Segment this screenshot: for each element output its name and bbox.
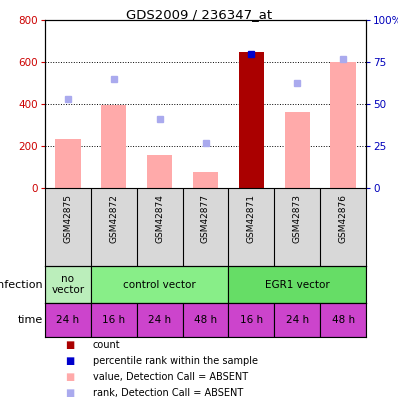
Bar <box>193 172 218 188</box>
Text: GSM42877: GSM42877 <box>201 194 210 243</box>
Bar <box>147 155 172 188</box>
Bar <box>239 52 264 188</box>
Text: EGR1 vector: EGR1 vector <box>265 279 330 290</box>
Text: 24 h: 24 h <box>286 315 309 325</box>
Text: GSM42871: GSM42871 <box>247 194 256 243</box>
Text: 48 h: 48 h <box>194 315 217 325</box>
Text: ■: ■ <box>65 340 74 350</box>
Text: 16 h: 16 h <box>102 315 125 325</box>
Bar <box>183 303 228 337</box>
Text: infection: infection <box>0 279 43 290</box>
Bar <box>330 62 356 188</box>
Bar <box>55 139 80 188</box>
Text: control vector: control vector <box>123 279 196 290</box>
Text: 48 h: 48 h <box>332 315 355 325</box>
Bar <box>320 303 366 337</box>
Text: count: count <box>93 340 120 350</box>
Text: value, Detection Call = ABSENT: value, Detection Call = ABSENT <box>93 372 248 382</box>
Text: percentile rank within the sample: percentile rank within the sample <box>93 356 258 366</box>
Text: ■: ■ <box>65 388 74 398</box>
Text: GSM42874: GSM42874 <box>155 194 164 243</box>
Bar <box>91 266 228 303</box>
Bar <box>274 303 320 337</box>
Text: 24 h: 24 h <box>148 315 171 325</box>
Text: ■: ■ <box>65 372 74 382</box>
Bar <box>45 266 91 303</box>
Text: 16 h: 16 h <box>240 315 263 325</box>
Bar <box>101 105 127 188</box>
Text: GSM42873: GSM42873 <box>293 194 302 243</box>
Bar <box>91 303 137 337</box>
Text: ■: ■ <box>65 356 74 366</box>
Bar <box>228 303 274 337</box>
Bar <box>228 266 366 303</box>
Text: time: time <box>18 315 43 325</box>
Bar <box>45 303 91 337</box>
Bar <box>285 112 310 188</box>
Text: GSM42876: GSM42876 <box>339 194 347 243</box>
Text: no
vector: no vector <box>51 274 84 295</box>
Text: GSM42875: GSM42875 <box>63 194 72 243</box>
Text: 24 h: 24 h <box>57 315 80 325</box>
Text: rank, Detection Call = ABSENT: rank, Detection Call = ABSENT <box>93 388 243 398</box>
Text: GSM42872: GSM42872 <box>109 194 118 243</box>
Text: GDS2009 / 236347_at: GDS2009 / 236347_at <box>126 8 272 21</box>
Bar <box>137 303 183 337</box>
